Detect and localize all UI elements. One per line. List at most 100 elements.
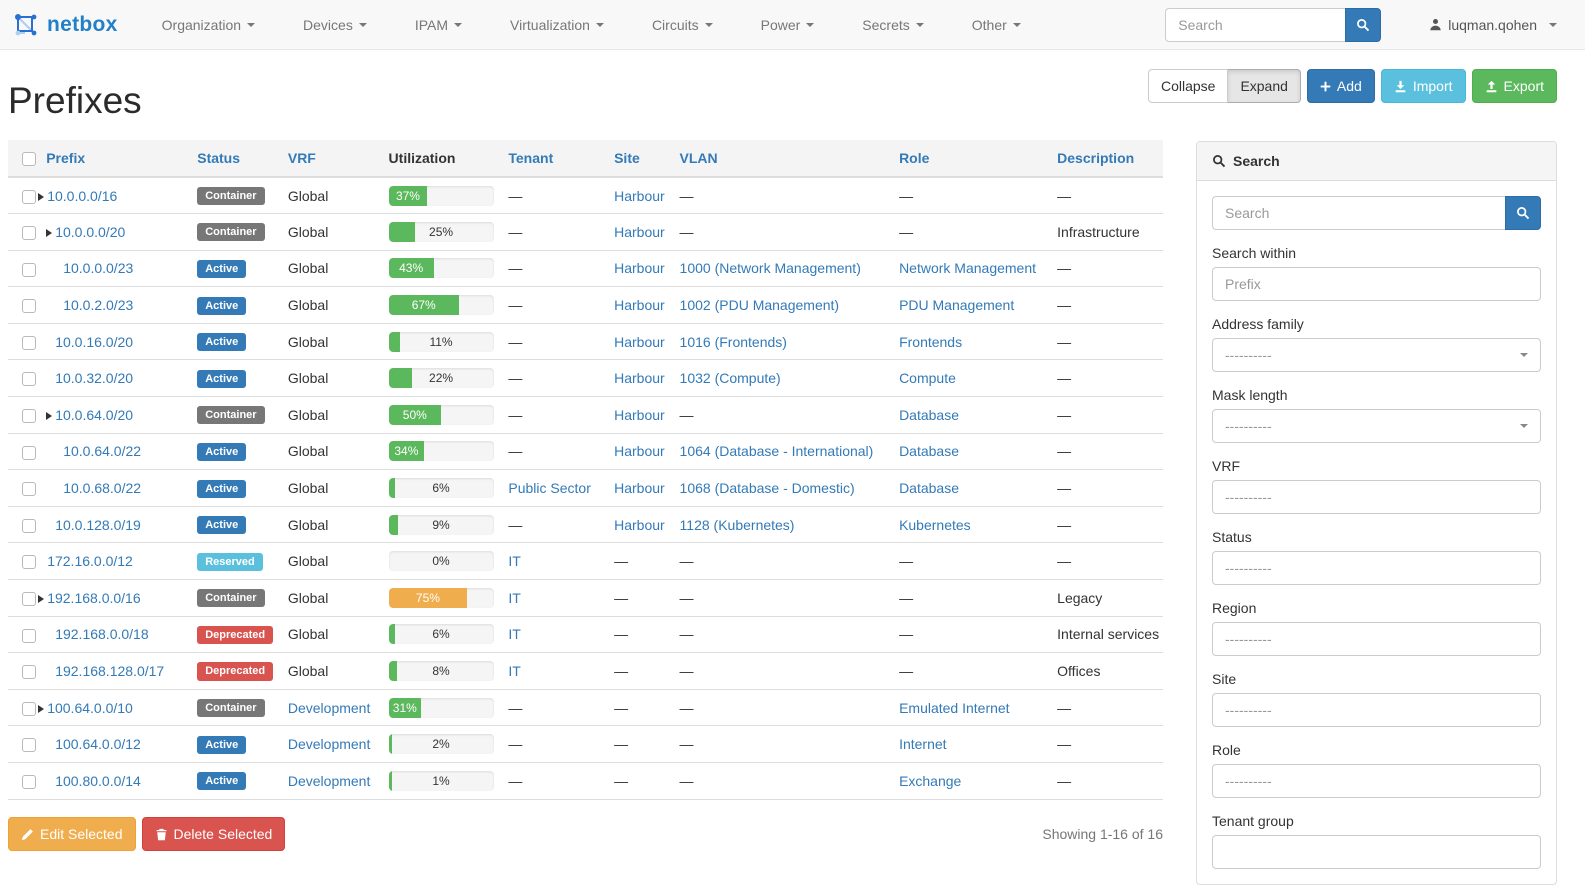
select-all-checkbox[interactable]: [22, 152, 36, 167]
role-link[interactable]: Database: [899, 406, 959, 423]
row-checkbox[interactable]: [22, 774, 36, 789]
site-link[interactable]: Harbour: [614, 370, 665, 387]
prefix-link[interactable]: 10.0.32.0/20: [55, 370, 134, 387]
add-button[interactable]: Add: [1306, 69, 1375, 103]
role-link[interactable]: Frontends: [899, 333, 963, 350]
prefix-link[interactable]: 192.168.0.0/16: [47, 589, 141, 606]
row-checkbox[interactable]: [22, 299, 36, 314]
row-checkbox[interactable]: [22, 518, 36, 533]
nav-menu-power[interactable]: Power: [737, 2, 839, 48]
edit-selected-button[interactable]: Edit Selected: [8, 817, 136, 851]
expand-caret-icon[interactable]: [38, 192, 45, 201]
vlan-link[interactable]: 1068 (Database - Domestic): [679, 480, 855, 497]
prefix-link[interactable]: 192.168.0.0/18: [55, 626, 149, 643]
tenant-link[interactable]: IT: [508, 663, 521, 680]
site-link[interactable]: Harbour: [614, 406, 665, 423]
prefix-link[interactable]: 10.0.0.0/20: [55, 223, 126, 240]
row-checkbox[interactable]: [22, 701, 36, 716]
row-checkbox[interactable]: [22, 482, 36, 497]
nav-menu-devices[interactable]: Devices: [279, 2, 391, 48]
tenant-link[interactable]: IT: [508, 553, 521, 570]
filter-select-mask-length[interactable]: ----------: [1212, 409, 1541, 443]
filter-select-status[interactable]: ----------: [1212, 551, 1541, 585]
expand-button[interactable]: Expand: [1228, 69, 1301, 103]
column-header-status[interactable]: Status: [189, 140, 280, 178]
row-checkbox[interactable]: [22, 372, 36, 387]
row-checkbox[interactable]: [22, 628, 36, 643]
nav-menu-ipam[interactable]: IPAM: [391, 2, 486, 48]
prefix-link[interactable]: 192.168.128.0/17: [55, 663, 165, 680]
site-link[interactable]: Harbour: [614, 260, 665, 277]
prefix-link[interactable]: 10.0.2.0/23: [63, 297, 134, 314]
collapse-button[interactable]: Collapse: [1147, 69, 1229, 103]
column-header-tenant[interactable]: Tenant: [500, 140, 607, 178]
tenant-link[interactable]: IT: [508, 626, 521, 643]
site-link[interactable]: Harbour: [614, 443, 665, 460]
column-header-role[interactable]: Role: [891, 140, 1050, 178]
vlan-link[interactable]: 1002 (PDU Management): [679, 297, 840, 314]
filter-input-search-within[interactable]: [1212, 267, 1541, 301]
vlan-link[interactable]: 1128 (Kubernetes): [679, 516, 795, 533]
filter-select-tenant-group[interactable]: [1212, 835, 1541, 869]
role-link[interactable]: Emulated Internet: [899, 699, 1010, 716]
role-link[interactable]: Exchange: [899, 772, 962, 789]
row-checkbox[interactable]: [22, 262, 36, 277]
row-checkbox[interactable]: [22, 445, 36, 460]
prefix-link[interactable]: 10.0.64.0/20: [55, 406, 134, 423]
role-link[interactable]: Internet: [899, 736, 947, 753]
role-link[interactable]: Network Management: [899, 260, 1037, 277]
site-link[interactable]: Harbour: [614, 223, 665, 240]
column-header-vlan[interactable]: VLAN: [671, 140, 892, 178]
filter-search-button[interactable]: [1505, 196, 1541, 230]
filter-select-vrf[interactable]: ----------: [1212, 480, 1541, 514]
expand-caret-icon[interactable]: [46, 411, 53, 420]
tenant-link[interactable]: IT: [508, 589, 521, 606]
prefix-link[interactable]: 10.0.16.0/20: [55, 333, 134, 350]
prefix-link[interactable]: 100.64.0.0/10: [47, 699, 133, 716]
prefix-link[interactable]: 100.80.0.0/14: [55, 772, 141, 789]
export-button[interactable]: Export: [1471, 69, 1557, 103]
row-checkbox[interactable]: [22, 665, 36, 680]
user-menu[interactable]: luqman.qohen: [1429, 17, 1557, 33]
nav-menu-virtualization[interactable]: Virtualization: [486, 2, 628, 48]
vlan-link[interactable]: 1016 (Frontends): [679, 333, 787, 350]
navbar-search-input[interactable]: [1165, 7, 1346, 42]
filter-select-region[interactable]: ----------: [1212, 622, 1541, 656]
vlan-link[interactable]: 1032 (Compute): [679, 370, 781, 387]
row-checkbox[interactable]: [22, 335, 36, 350]
prefix-link[interactable]: 10.0.64.0/22: [63, 443, 142, 460]
column-header-prefix[interactable]: Prefix: [38, 140, 190, 178]
site-link[interactable]: Harbour: [614, 297, 665, 314]
nav-menu-organization[interactable]: Organization: [138, 2, 279, 48]
row-checkbox[interactable]: [22, 591, 36, 606]
tenant-link[interactable]: Public Sector: [508, 480, 591, 497]
row-checkbox[interactable]: [22, 738, 36, 753]
role-link[interactable]: PDU Management: [899, 297, 1015, 314]
vrf-link[interactable]: Development: [287, 772, 371, 789]
site-link[interactable]: Harbour: [614, 480, 665, 497]
row-checkbox[interactable]: [22, 226, 36, 241]
expand-caret-icon[interactable]: [38, 594, 45, 603]
vrf-link[interactable]: Development: [287, 736, 371, 753]
filter-select-address-family[interactable]: ----------: [1212, 338, 1541, 372]
role-link[interactable]: Kubernetes: [899, 516, 971, 533]
import-button[interactable]: Import: [1380, 69, 1466, 103]
row-checkbox[interactable]: [22, 409, 36, 423]
prefix-link[interactable]: 10.0.0.0/23: [63, 260, 134, 277]
nav-menu-secrets[interactable]: Secrets: [838, 2, 947, 48]
role-link[interactable]: Database: [899, 480, 959, 497]
filter-search-input[interactable]: [1212, 196, 1505, 230]
row-checkbox[interactable]: [22, 189, 36, 204]
delete-selected-button[interactable]: Delete Selected: [141, 817, 286, 851]
expand-caret-icon[interactable]: [46, 228, 53, 237]
site-link[interactable]: Harbour: [614, 333, 665, 350]
nav-menu-circuits[interactable]: Circuits: [628, 2, 737, 48]
prefix-link[interactable]: 100.64.0.0/12: [55, 736, 141, 753]
site-link[interactable]: Harbour: [614, 187, 665, 204]
prefix-link[interactable]: 172.16.0.0/12: [47, 553, 133, 570]
role-link[interactable]: Database: [899, 443, 959, 460]
vlan-link[interactable]: 1000 (Network Management): [679, 260, 861, 277]
column-header-description[interactable]: Description: [1049, 140, 1163, 178]
site-link[interactable]: Harbour: [614, 516, 665, 533]
expand-caret-icon[interactable]: [38, 704, 45, 713]
